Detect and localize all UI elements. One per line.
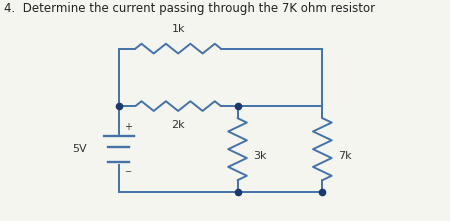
Text: 3k: 3k [254,151,267,161]
Text: 7k: 7k [338,151,352,161]
Text: 4.  Determine the current passing through the 7K ohm resistor: 4. Determine the current passing through… [4,2,375,15]
Text: +: + [124,122,132,132]
Text: 2k: 2k [171,120,185,130]
Text: 1k: 1k [171,24,185,34]
Text: 5V: 5V [72,144,87,154]
Text: −: − [124,167,131,176]
